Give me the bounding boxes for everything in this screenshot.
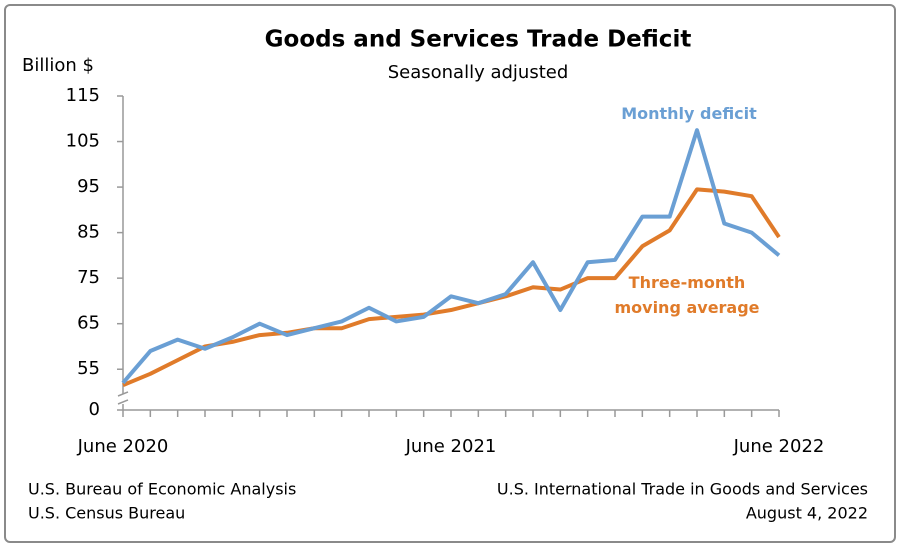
x-tick-label: June 2021 bbox=[405, 436, 497, 457]
y-tick-label: 65 bbox=[77, 313, 100, 334]
y-tick-label: 115 bbox=[66, 85, 100, 106]
series-label: Monthly deficit bbox=[621, 104, 757, 123]
x-tick-label: June 2020 bbox=[77, 436, 169, 457]
series-line bbox=[121, 128, 781, 385]
series-line bbox=[122, 187, 781, 388]
y-tick-label: 85 bbox=[77, 222, 100, 243]
y-axis-label: Billion $ bbox=[22, 55, 94, 76]
source: U.S. Bureau of Economic Analysis bbox=[28, 480, 296, 499]
chart-frame bbox=[4, 4, 896, 543]
y-tick-label: 75 bbox=[77, 267, 100, 288]
release-title: U.S. International Trade in Goods and Se… bbox=[497, 480, 868, 499]
y-tick-label: 105 bbox=[66, 131, 100, 152]
chart-subtitle: Seasonally adjusted bbox=[388, 62, 569, 83]
release-date: August 4, 2022 bbox=[746, 504, 868, 523]
y-tick-label: 0 bbox=[89, 399, 100, 420]
y-tick-label: 95 bbox=[77, 176, 100, 197]
series-label: Three-month moving average bbox=[614, 273, 760, 317]
source: U.S. Census Bureau bbox=[28, 504, 185, 523]
chart-title: Goods and Services Trade Deficit bbox=[265, 27, 692, 53]
axis-break bbox=[117, 391, 129, 405]
x-tick-label: June 2022 bbox=[733, 436, 825, 457]
y-tick-label: 55 bbox=[77, 358, 100, 379]
